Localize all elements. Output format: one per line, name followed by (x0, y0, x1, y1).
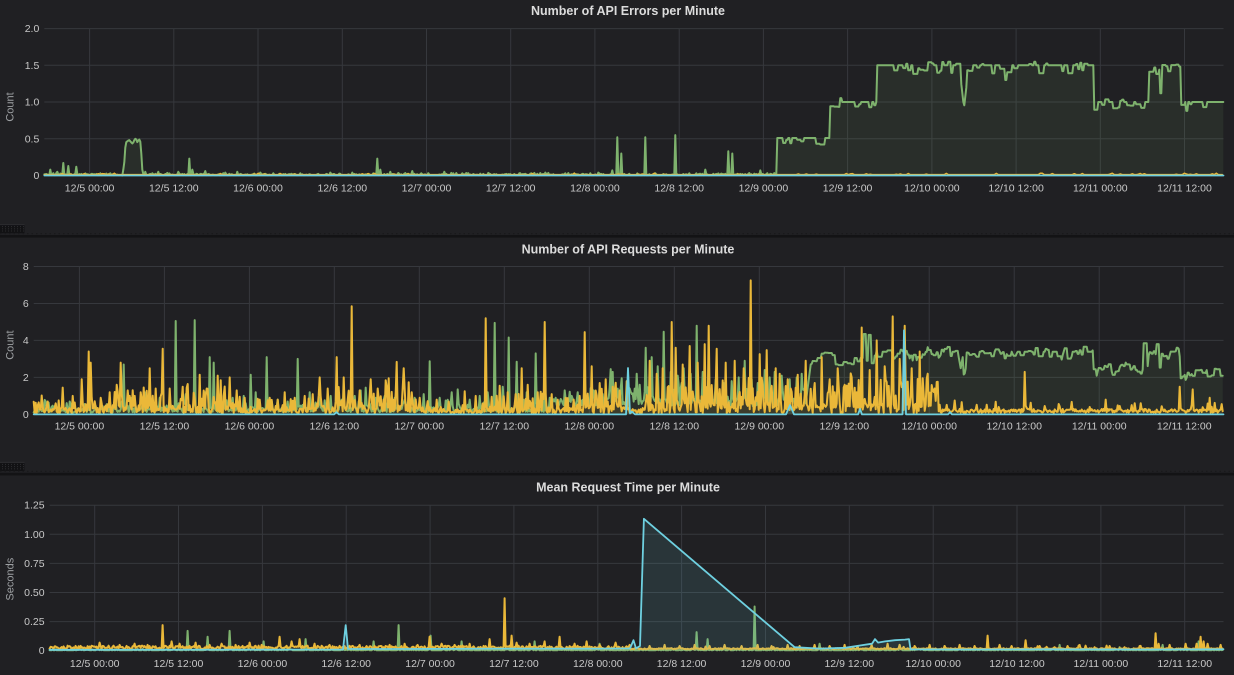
svg-text:1.5: 1.5 (25, 60, 40, 72)
svg-text:12/11 00:00: 12/11 00:00 (1072, 421, 1127, 433)
svg-text:12/8 00:00: 12/8 00:00 (570, 183, 620, 195)
svg-text:12/7 00:00: 12/7 00:00 (405, 658, 455, 670)
svg-text:4: 4 (23, 335, 29, 347)
svg-text:12/8 00:00: 12/8 00:00 (564, 421, 614, 433)
svg-text:Number of API Errors per Minut: Number of API Errors per Minute (531, 4, 725, 18)
svg-text:0.50: 0.50 (24, 587, 45, 599)
svg-text:6: 6 (23, 298, 29, 310)
svg-text:0.75: 0.75 (24, 558, 45, 570)
svg-text:12/7 12:00: 12/7 12:00 (486, 183, 536, 195)
svg-text:12/11 12:00: 12/11 12:00 (1157, 421, 1212, 433)
svg-text:12/5 00:00: 12/5 00:00 (65, 183, 115, 195)
svg-text:0.25: 0.25 (24, 616, 45, 628)
svg-text:12/5 00:00: 12/5 00:00 (70, 658, 120, 670)
svg-text:12/9 12:00: 12/9 12:00 (819, 421, 869, 433)
svg-text:12/10 00:00: 12/10 00:00 (904, 183, 960, 195)
svg-text:12/10 00:00: 12/10 00:00 (901, 421, 957, 433)
svg-text:12/10 12:00: 12/10 12:00 (988, 183, 1044, 195)
svg-text:12/9 00:00: 12/9 00:00 (741, 658, 791, 670)
svg-text:12/7 12:00: 12/7 12:00 (479, 421, 529, 433)
svg-text:1.00: 1.00 (24, 529, 45, 541)
svg-text:12/6 12:00: 12/6 12:00 (317, 183, 367, 195)
svg-text:12/8 00:00: 12/8 00:00 (573, 658, 623, 670)
svg-text:12/9 12:00: 12/9 12:00 (823, 183, 873, 195)
svg-text:12/9 00:00: 12/9 00:00 (739, 183, 789, 195)
svg-text:12/11 00:00: 12/11 00:00 (1074, 658, 1129, 670)
svg-text:12/7 00:00: 12/7 00:00 (402, 183, 452, 195)
svg-text:1.25: 1.25 (24, 500, 45, 512)
svg-text:12/8 12:00: 12/8 12:00 (654, 183, 704, 195)
svg-text:Number of API Requests per Min: Number of API Requests per Minute (522, 242, 735, 256)
svg-text:Seconds: Seconds (5, 557, 17, 600)
svg-text:12/9 12:00: 12/9 12:00 (824, 658, 874, 670)
svg-text:12/6 00:00: 12/6 00:00 (225, 421, 275, 433)
svg-text:Mean Request Time per Minute: Mean Request Time per Minute (536, 480, 720, 494)
svg-text:12/5 12:00: 12/5 12:00 (154, 658, 204, 670)
svg-text:12/6 00:00: 12/6 00:00 (233, 183, 283, 195)
svg-text:2.0: 2.0 (25, 23, 40, 35)
svg-text:Count: Count (5, 92, 17, 121)
svg-text:2: 2 (23, 372, 29, 384)
svg-text:12/8 12:00: 12/8 12:00 (649, 421, 699, 433)
svg-text:12/5 00:00: 12/5 00:00 (55, 421, 105, 433)
svg-text:12/10 12:00: 12/10 12:00 (989, 658, 1045, 670)
svg-text:12/5 12:00: 12/5 12:00 (149, 183, 199, 195)
svg-text:8: 8 (23, 261, 29, 273)
svg-text:12/7 12:00: 12/7 12:00 (489, 658, 539, 670)
svg-text:12/11 12:00: 12/11 12:00 (1157, 658, 1212, 670)
svg-text:12/8 12:00: 12/8 12:00 (657, 658, 707, 670)
svg-text:Count: Count (5, 330, 17, 359)
svg-text:0.5: 0.5 (25, 133, 40, 145)
svg-text:12/5 12:00: 12/5 12:00 (140, 421, 190, 433)
svg-text:1.0: 1.0 (25, 97, 40, 109)
svg-text:0: 0 (39, 645, 45, 657)
svg-text:12/6 00:00: 12/6 00:00 (238, 658, 288, 670)
svg-text:12/7 00:00: 12/7 00:00 (394, 421, 444, 433)
svg-text:12/11 00:00: 12/11 00:00 (1073, 183, 1128, 195)
svg-text:12/10 12:00: 12/10 12:00 (986, 421, 1042, 433)
svg-text:0: 0 (33, 170, 39, 182)
svg-text:12/6 12:00: 12/6 12:00 (321, 658, 371, 670)
svg-text:12/9 00:00: 12/9 00:00 (734, 421, 784, 433)
svg-text:0: 0 (23, 409, 29, 421)
svg-text:12/6 12:00: 12/6 12:00 (309, 421, 359, 433)
svg-text:12/11 12:00: 12/11 12:00 (1157, 183, 1212, 195)
svg-text:12/10 00:00: 12/10 00:00 (905, 658, 961, 670)
